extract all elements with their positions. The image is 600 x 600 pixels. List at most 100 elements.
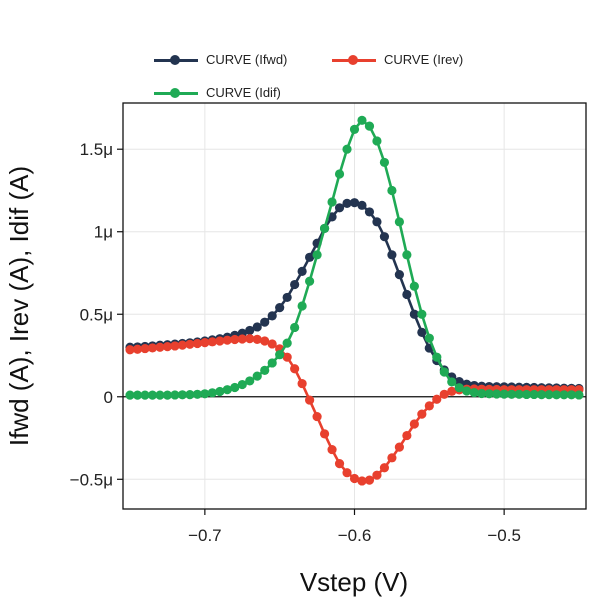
data-point xyxy=(432,352,442,362)
data-point xyxy=(125,390,135,400)
data-point xyxy=(140,343,150,354)
data-point xyxy=(394,442,404,452)
data-point xyxy=(492,389,502,399)
data-point xyxy=(155,390,165,400)
data-point xyxy=(424,401,434,411)
data-point xyxy=(252,371,262,381)
data-point xyxy=(447,377,457,387)
y-axis-title: Ifwd (A), Irev (A), Idif (A) xyxy=(4,166,34,446)
data-point xyxy=(282,338,292,348)
grid xyxy=(123,103,586,509)
y-tick-label: 0 xyxy=(104,388,113,407)
data-point xyxy=(469,388,479,398)
data-point xyxy=(342,468,352,478)
data-point xyxy=(409,309,419,319)
x-tick-label: −0.6 xyxy=(338,526,372,545)
data-point xyxy=(297,301,307,311)
data-point xyxy=(140,390,150,400)
data-point xyxy=(372,470,382,480)
data-point xyxy=(417,309,427,319)
data-point xyxy=(177,340,188,350)
data-point xyxy=(402,430,412,441)
data-point xyxy=(379,463,390,473)
data-point xyxy=(290,279,300,290)
data-point xyxy=(507,389,517,399)
data-point xyxy=(357,115,367,125)
data-point xyxy=(334,459,345,469)
data-point xyxy=(185,390,195,400)
data-point xyxy=(529,389,539,400)
y-tick-label: 1μ xyxy=(94,223,113,242)
data-point xyxy=(267,358,277,368)
data-point xyxy=(544,390,554,400)
data-point xyxy=(574,390,584,400)
data-point xyxy=(192,389,202,399)
data-point xyxy=(260,365,270,375)
data-point xyxy=(364,121,375,131)
data-point xyxy=(252,322,262,332)
data-point xyxy=(334,203,345,213)
data-point xyxy=(462,386,472,396)
data-point xyxy=(409,419,419,429)
data-point xyxy=(297,266,307,276)
x-tick-label: −0.5 xyxy=(487,526,521,545)
data-point xyxy=(245,325,255,336)
legend-label-irev: CURVE (Irev) xyxy=(384,52,464,67)
data-point xyxy=(447,386,457,396)
data-point xyxy=(477,388,487,399)
data-point xyxy=(192,338,202,349)
data-point xyxy=(207,337,217,347)
data-point xyxy=(387,453,397,463)
data-point xyxy=(215,386,225,397)
y-tick-label: −0.5μ xyxy=(70,470,113,489)
legend-item-ifwd: CURVE (Ifwd) xyxy=(154,52,287,67)
data-point xyxy=(207,388,217,398)
data-point xyxy=(245,376,255,386)
data-point xyxy=(357,200,367,210)
y-tick-label: 1.5μ xyxy=(80,140,113,159)
legend-swatch-idif xyxy=(154,87,198,99)
data-point xyxy=(305,276,315,286)
data-point xyxy=(349,198,360,208)
data-point xyxy=(499,389,509,399)
data-point xyxy=(379,232,390,242)
data-point xyxy=(260,317,270,327)
data-point xyxy=(132,390,143,400)
x-tick-label: −0.7 xyxy=(188,526,222,545)
data-point xyxy=(237,379,247,390)
data-point xyxy=(222,385,232,395)
data-point xyxy=(282,352,292,362)
data-point xyxy=(237,334,247,344)
data-point xyxy=(439,389,449,399)
data-point xyxy=(334,169,345,179)
data-point xyxy=(305,252,315,262)
data-point xyxy=(357,476,367,486)
data-point xyxy=(402,289,412,300)
legend-item-idif: CURVE (Idif) xyxy=(154,85,281,100)
data-point xyxy=(319,223,330,234)
legend-swatch-ifwd xyxy=(154,54,198,66)
data-point xyxy=(162,342,173,352)
data-point xyxy=(222,335,232,345)
data-point xyxy=(260,336,270,346)
data-point xyxy=(312,411,322,422)
data-point xyxy=(402,250,412,260)
data-point xyxy=(267,311,277,321)
data-point xyxy=(372,217,382,227)
data-point xyxy=(252,334,262,344)
data-point xyxy=(147,390,158,400)
data-point xyxy=(342,198,352,208)
data-point xyxy=(230,334,240,345)
data-point xyxy=(185,339,195,349)
data-point xyxy=(282,292,292,303)
data-point xyxy=(297,378,307,389)
data-point xyxy=(551,390,562,400)
legend-item-irev: CURVE (Irev) xyxy=(332,52,463,67)
data-point xyxy=(454,383,464,393)
tick-group: −0.7 −0.6 −0.5 −0.5μ 0 0.5μ 1μ 1.5μ xyxy=(70,140,521,545)
data-point xyxy=(267,339,277,349)
data-point xyxy=(372,136,382,146)
data-point xyxy=(290,364,300,374)
data-point xyxy=(536,390,547,400)
